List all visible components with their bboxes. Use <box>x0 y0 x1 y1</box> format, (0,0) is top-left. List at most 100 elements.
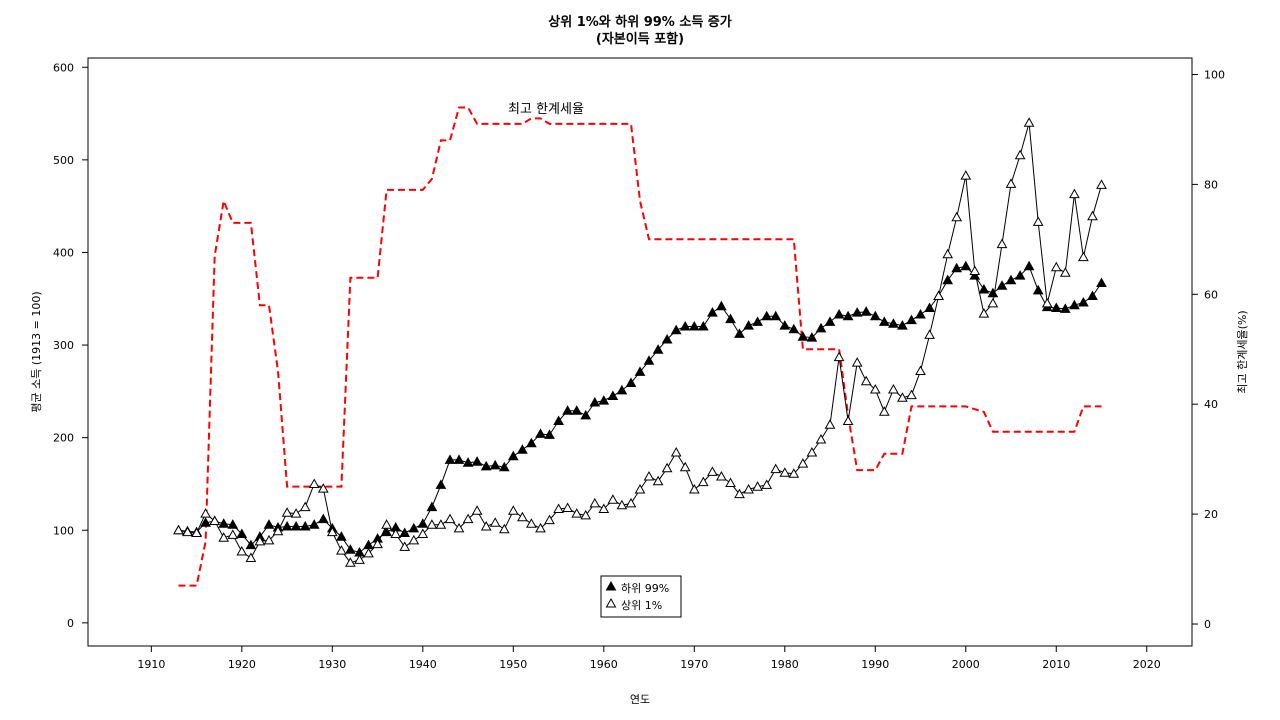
y-tick-label: 400 <box>53 246 74 259</box>
legend-label-bottom-99: 하위 99% <box>621 581 669 595</box>
point-top-1 <box>290 508 302 518</box>
point-bottom-99 <box>444 454 456 464</box>
y-tick-label: 600 <box>53 61 74 74</box>
point-bottom-99 <box>707 307 718 317</box>
point-bottom-99 <box>1032 284 1044 295</box>
y2-tick-label: 100 <box>1204 68 1225 81</box>
point-top-1 <box>326 526 338 537</box>
point-top-1 <box>345 557 356 567</box>
point-top-1 <box>182 526 193 537</box>
point-bottom-99 <box>743 320 754 330</box>
x-tick-label: 1920 <box>228 658 256 671</box>
point-top-1 <box>1069 188 1080 199</box>
point-top-1 <box>1050 261 1062 272</box>
point-top-1 <box>806 446 818 457</box>
point-top-1 <box>1023 117 1035 127</box>
point-top-1 <box>453 522 465 533</box>
point-bottom-99 <box>661 333 673 344</box>
point-top-1 <box>245 552 257 562</box>
point-top-1 <box>878 406 890 416</box>
x-axis-title: 연도 <box>630 693 650 706</box>
point-top-1 <box>1041 297 1053 308</box>
point-bottom-99 <box>308 519 320 529</box>
point-bottom-99 <box>915 308 926 319</box>
point-bottom-99 <box>1059 303 1071 313</box>
point-bottom-99 <box>688 320 700 331</box>
point-top-1 <box>399 541 411 551</box>
point-bottom-99 <box>851 307 863 317</box>
legend-marker-bottom-99 <box>605 580 617 591</box>
point-bottom-99 <box>471 456 483 466</box>
point-top-1 <box>173 524 184 535</box>
point-top-1 <box>444 513 456 524</box>
point-bottom-99 <box>426 501 438 512</box>
point-top-1 <box>788 468 800 478</box>
point-top-1 <box>1087 210 1098 221</box>
point-top-1 <box>471 505 483 515</box>
point-top-1 <box>1059 267 1071 277</box>
tax-rate-annotation: 최고 한계세율 <box>508 102 584 117</box>
point-top-1 <box>1005 178 1017 188</box>
point-bottom-99 <box>553 415 564 425</box>
y-tick-label: 500 <box>53 154 74 167</box>
point-top-1 <box>851 357 863 367</box>
point-top-1 <box>517 511 528 522</box>
point-top-1 <box>860 375 872 386</box>
point-bottom-99 <box>562 405 573 415</box>
x-tick-label: 1950 <box>499 658 527 671</box>
point-top-1 <box>299 501 311 512</box>
point-bottom-99 <box>435 479 447 489</box>
point-bottom-99 <box>281 520 293 531</box>
point-bottom-99 <box>987 287 999 298</box>
point-bottom-99 <box>888 318 899 328</box>
point-top-1 <box>191 527 202 537</box>
x-tick-label: 1970 <box>680 658 708 671</box>
point-top-1 <box>688 483 700 494</box>
point-top-1 <box>752 481 763 491</box>
point-bottom-99 <box>607 390 619 400</box>
series-line-top-1 <box>178 122 1102 564</box>
point-bottom-99 <box>227 519 239 529</box>
point-top-1 <box>978 308 990 318</box>
point-bottom-99 <box>725 313 736 324</box>
point-top-1 <box>824 419 836 429</box>
point-top-1 <box>643 470 655 481</box>
point-top-1 <box>426 519 438 529</box>
point-top-1 <box>363 547 374 558</box>
point-top-1 <box>743 483 754 494</box>
point-top-1 <box>942 248 954 259</box>
point-bottom-99 <box>679 320 691 331</box>
legend-marker-top-1 <box>605 597 617 608</box>
x-tick-label: 1930 <box>318 658 346 671</box>
y2-tick-label: 20 <box>1204 508 1218 521</box>
point-top-1 <box>317 483 329 493</box>
point-bottom-99 <box>815 322 827 333</box>
point-top-1 <box>960 170 972 180</box>
point-top-1 <box>227 529 239 539</box>
point-top-1 <box>607 494 619 504</box>
legend: 하위 99% 상위 1% <box>600 575 682 618</box>
point-top-1 <box>544 514 555 525</box>
point-top-1 <box>553 503 564 513</box>
point-top-1 <box>707 466 718 476</box>
y-tick-label: 200 <box>53 432 74 445</box>
point-top-1 <box>625 497 637 508</box>
point-top-1 <box>480 520 492 531</box>
point-bottom-99 <box>860 306 872 316</box>
point-bottom-99 <box>580 409 592 420</box>
point-bottom-99 <box>453 454 465 464</box>
point-top-1 <box>969 265 981 275</box>
point-top-1 <box>915 365 926 375</box>
point-bottom-99 <box>571 405 583 415</box>
point-bottom-99 <box>363 539 374 550</box>
y-tick-label: 0 <box>67 617 74 630</box>
point-top-1 <box>842 415 854 425</box>
point-top-1 <box>734 488 745 499</box>
point-bottom-99 <box>806 332 818 342</box>
point-top-1 <box>209 515 221 525</box>
x-tick-label: 1910 <box>137 658 165 671</box>
point-bottom-99 <box>752 316 763 326</box>
point-bottom-99 <box>1096 277 1107 287</box>
point-top-1 <box>1096 179 1107 189</box>
